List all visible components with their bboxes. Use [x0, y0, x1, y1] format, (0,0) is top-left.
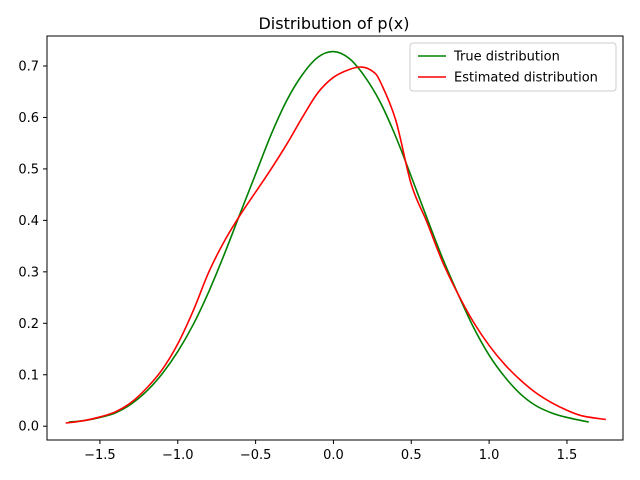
- plot-area: −1.5 −1.0 −0.5 0.0 0.5 1.0 1.5 0.0 0.1 0.2 0.3 0.4…: [18, 35, 624, 463]
- y-axis: 0.0 0.1 0.2 0.3 0.4 0.5 0.6 0.7: [18, 60, 47, 435]
- series-line-2: [65, 66, 607, 424]
- y-tick-label: 0.0: [18, 420, 39, 435]
- y-tick-label: 0.4: [18, 214, 39, 229]
- x-tick-label: 0.5: [401, 448, 422, 463]
- y-tick-label: 0.5: [18, 162, 39, 177]
- x-axis: −1.5 −1.0 −0.5 0.0 0.5 1.0 1.5: [84, 440, 577, 463]
- y-tick-label: 0.6: [18, 111, 39, 126]
- axes-frame: [46, 35, 624, 441]
- x-tick-label: −0.5: [240, 448, 272, 463]
- series-line-1: [68, 50, 589, 423]
- y-tick-label: 0.3: [18, 265, 39, 280]
- x-tick-label: 1.0: [479, 448, 500, 463]
- x-tick-label: 0.0: [323, 448, 344, 463]
- chart-title: Distribution of p(x): [258, 14, 409, 33]
- legend: True distribution Estimated distribution: [409, 42, 617, 92]
- legend-box: [409, 42, 617, 92]
- legend-label-1: True distribution: [453, 50, 560, 65]
- x-tick-label: −1.0: [162, 448, 194, 463]
- legend-label-2: Estimated distribution: [454, 71, 598, 86]
- series-layer: [65, 50, 607, 424]
- y-tick-label: 0.1: [18, 368, 39, 383]
- y-tick-label: 0.2: [18, 317, 39, 332]
- x-tick-label: 1.5: [557, 448, 578, 463]
- x-tick-label: −1.5: [84, 448, 116, 463]
- y-tick-label: 0.7: [18, 60, 39, 75]
